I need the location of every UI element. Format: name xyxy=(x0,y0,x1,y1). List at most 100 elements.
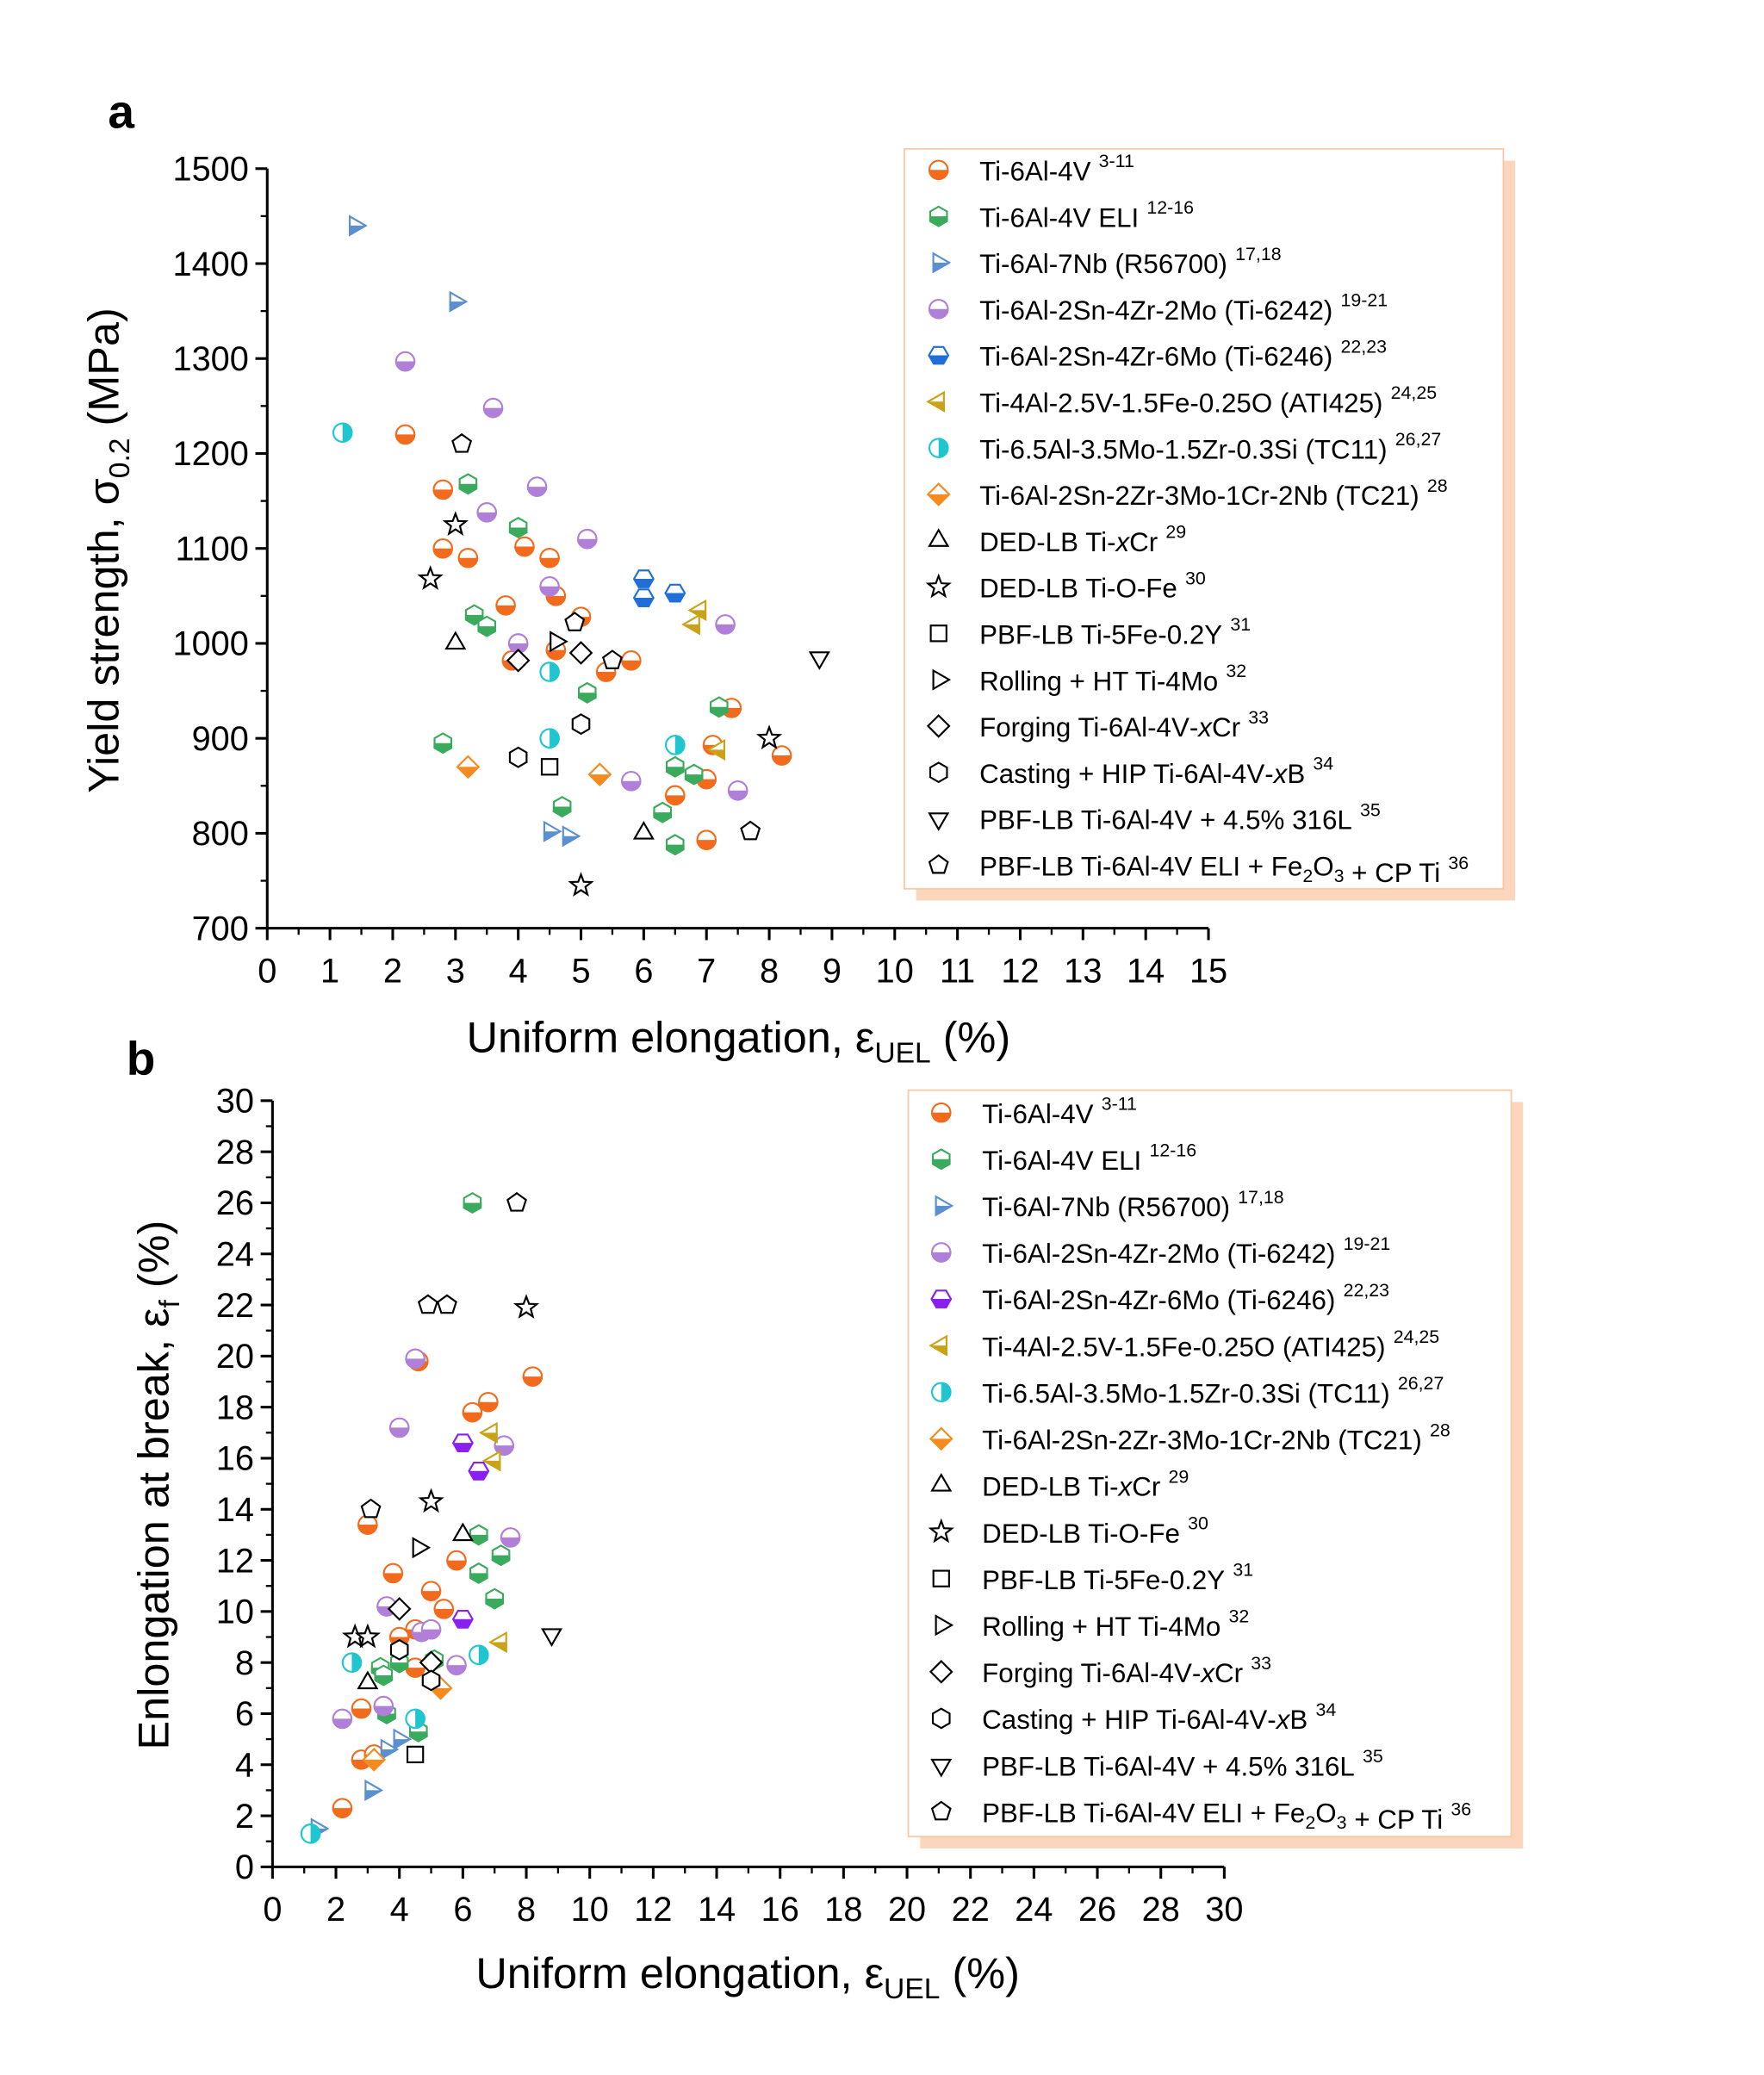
legend-item: Ti-6Al-7Nb (R56700) 17,18 xyxy=(932,244,1282,279)
data-point xyxy=(418,1488,444,1513)
data-point xyxy=(446,1655,467,1675)
legend-marker-icon xyxy=(925,573,952,599)
legend-label: PBF-LB Ti-6Al-4V ELI + Fe2O3 + CP Ti 36 xyxy=(979,852,1469,889)
legend-item: Ti-6.5Al-3.5Mo-1.5Zr-0.3Si (TC11) 26,27 xyxy=(931,1373,1444,1408)
data-point xyxy=(727,780,748,801)
legend-ref: 31 xyxy=(1230,614,1251,635)
legend-ref: 24,25 xyxy=(1394,1326,1440,1347)
x-tick-label: 28 xyxy=(1142,1891,1180,1929)
legend-item: Ti-4Al-2.5V-1.5Fe-0.25O (ATI425) 24,25 xyxy=(929,1326,1440,1362)
legend-ref: 31 xyxy=(1233,1560,1253,1581)
y-tick-label: 14 xyxy=(216,1491,254,1529)
legend-item: PBF-LB Ti-6Al-4V + 4.5% 316L 35 xyxy=(928,799,1381,836)
legend-marker-icon xyxy=(929,205,948,227)
x-axis-label-a: Uniform elongation, εUEL (%) xyxy=(467,1012,1011,1069)
data-point xyxy=(539,662,560,682)
x-axis-label-b: Uniform elongation, εUEL (%) xyxy=(475,1948,1020,2005)
x-tick-label: 18 xyxy=(824,1891,862,1929)
x-tick-label: 8 xyxy=(760,952,779,990)
legend-item: Ti-6Al-4V ELI 12-16 xyxy=(929,197,1194,233)
data-point xyxy=(432,479,454,500)
data-point xyxy=(389,1638,409,1661)
panel-label-b: b xyxy=(127,1031,156,1084)
series-5 xyxy=(681,599,726,761)
data-point xyxy=(540,1628,563,1647)
legend-item: Ti-6Al-2Sn-4Zr-6Mo (Ti-6246) 22,23 xyxy=(928,336,1387,372)
y-tick-label: 700 xyxy=(192,910,249,947)
legend-marker-icon xyxy=(928,528,950,547)
data-point xyxy=(506,648,531,673)
series-1 xyxy=(433,473,729,856)
data-point xyxy=(394,424,416,445)
legend-marker-icon xyxy=(928,298,949,320)
x-tick-label: 5 xyxy=(571,952,590,990)
data-point xyxy=(451,1433,474,1452)
legend-label: PBF-LB Ti-5Fe-0.2Y 31 xyxy=(979,614,1251,649)
data-point xyxy=(632,569,655,588)
data-point xyxy=(539,728,560,749)
data-point xyxy=(665,735,686,755)
series-13 xyxy=(389,1638,441,1692)
data-point xyxy=(568,872,594,897)
data-point xyxy=(451,1609,474,1629)
legend-item: Ti-6Al-2Sn-2Zr-3Mo-1Cr-2Nb (TC21) 28 xyxy=(929,1420,1450,1456)
y-axis-label-b: Enlongation at break, εf (%) xyxy=(129,1221,186,1750)
legend-label: DED-LB Ti-xCr 29 xyxy=(982,1466,1189,1501)
legend-item: PBF-LB Ti-5Fe-0.2Y 31 xyxy=(932,1560,1253,1595)
data-point xyxy=(571,713,591,736)
legend-ref: 26,27 xyxy=(1395,429,1442,450)
legend-label: Ti-6Al-2Sn-2Zr-3Mo-1Cr-2Nb (TC21) 28 xyxy=(982,1420,1450,1455)
data-point xyxy=(444,631,467,650)
data-point xyxy=(687,599,707,621)
legend-item: PBF-LB Ti-6Al-4V ELI + Fe2O3 + CP Ti 36 xyxy=(930,1798,1471,1835)
data-point xyxy=(442,511,469,537)
data-point xyxy=(332,1798,353,1818)
series-14 xyxy=(540,1628,563,1647)
legend-item: Casting + HIP Ti-6Al-4V-xB 34 xyxy=(931,1699,1336,1735)
legend-item: PBF-LB Ti-6Al-4V ELI + Fe2O3 + CP Ti 36 xyxy=(928,852,1469,889)
series-2 xyxy=(349,214,581,848)
data-point xyxy=(552,796,572,818)
legend-ref: 30 xyxy=(1188,1513,1208,1533)
series-13 xyxy=(508,713,591,768)
legend-ref: 30 xyxy=(1185,568,1206,588)
series-12 xyxy=(387,1597,444,1674)
legend-label: Ti-6Al-2Sn-4Zr-6Mo (Ti-6246) 22,23 xyxy=(982,1280,1389,1315)
data-point xyxy=(665,785,686,806)
data-point xyxy=(387,1597,412,1621)
data-point xyxy=(332,422,353,443)
data-point xyxy=(568,641,593,665)
legend-marker-icon xyxy=(929,1660,953,1684)
x-tick-label: 26 xyxy=(1078,1891,1116,1929)
data-point xyxy=(451,1522,474,1542)
x-tick-label: 6 xyxy=(634,952,653,990)
legend-item: Forging Ti-6Al-4V-xCr 33 xyxy=(929,1653,1271,1688)
y-tick-label: 1400 xyxy=(173,245,249,283)
data-point xyxy=(485,1587,505,1610)
data-point xyxy=(341,1652,363,1673)
legend-label: Casting + HIP Ti-6Al-4V-xB 34 xyxy=(982,1699,1336,1735)
data-point xyxy=(357,1670,379,1690)
series-8 xyxy=(444,631,655,840)
legend-marker-icon xyxy=(928,345,950,365)
data-point xyxy=(665,834,685,856)
x-tick-label: 9 xyxy=(823,952,842,990)
legend-marker-icon xyxy=(931,1707,951,1730)
data-point xyxy=(684,763,704,786)
series-15 xyxy=(451,432,761,841)
data-point xyxy=(419,1650,444,1674)
x-tick-label: 24 xyxy=(1015,1891,1053,1929)
series-7 xyxy=(362,1675,453,1772)
data-point xyxy=(332,1708,353,1730)
legend-marker-icon xyxy=(928,854,949,874)
legend-ref: 17,18 xyxy=(1238,1187,1284,1208)
data-point xyxy=(469,1562,488,1584)
y-tick-label: 30 xyxy=(216,1083,254,1121)
legend-label: Ti-6Al-4V ELI 12-16 xyxy=(982,1140,1196,1176)
data-point xyxy=(577,528,598,550)
data-point xyxy=(500,1527,521,1548)
data-point xyxy=(300,1823,321,1844)
x-tick-label: 13 xyxy=(1064,952,1102,990)
y-tick-label: 24 xyxy=(216,1236,254,1274)
